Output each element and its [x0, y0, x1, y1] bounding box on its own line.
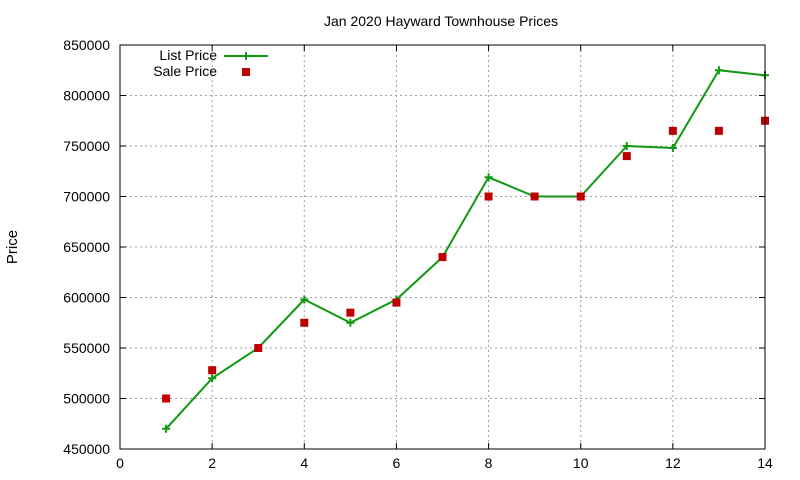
x-tick-label: 0: [116, 455, 124, 471]
list-price-point: [714, 66, 723, 75]
sale-price-point: [162, 394, 171, 403]
x-tick-label: 12: [665, 455, 681, 471]
y-tick-label: 450000: [63, 441, 110, 457]
sale-price-point: [254, 344, 263, 352]
legend: List Price Sale Price: [153, 47, 268, 79]
y-tick-label: 700000: [63, 189, 110, 205]
legend-swatch-sale-price-marker: [242, 68, 250, 76]
x-tick-label: 6: [393, 455, 401, 471]
x-tick-label: 8: [485, 455, 493, 471]
list-price-point: [622, 142, 631, 150]
sale-price-point: [484, 192, 493, 201]
list-price-point: [208, 374, 217, 383]
sale-price-point: [668, 126, 677, 135]
series-layer: [162, 66, 769, 433]
sale-price-point: [438, 253, 447, 262]
list-price-line: [165, 69, 766, 430]
sale-price-point: [392, 298, 401, 307]
list-price-point: [300, 295, 309, 304]
plot-frame: [119, 44, 766, 450]
x-tick-label: 2: [208, 455, 216, 471]
y-tick-label: 600000: [63, 290, 110, 306]
grid-layer: [120, 45, 765, 449]
list-price-point: [346, 318, 355, 327]
y-tick-label: 850000: [63, 37, 110, 53]
y-tick-label: 550000: [63, 340, 110, 356]
legend-label-list-price: List Price: [159, 47, 217, 63]
sale-price-point: [576, 192, 585, 201]
y-tick-label: 500000: [63, 391, 110, 407]
sale-price-point: [622, 152, 631, 161]
x-tick-label: 10: [573, 455, 589, 471]
sale-price-point: [530, 192, 539, 201]
sale-price-point: [714, 126, 723, 135]
legend-label-sale-price: Sale Price: [153, 63, 217, 79]
x-tick-label: 4: [300, 455, 308, 471]
y-tick-label: 750000: [63, 138, 110, 154]
sale-price-point: [300, 318, 309, 327]
y-tick-label: 650000: [63, 239, 110, 255]
list-price-point: [668, 144, 677, 153]
chart-title: Jan 2020 Hayward Townhouse Prices: [324, 13, 558, 29]
y-axis-title: Price: [4, 230, 21, 264]
sale-price-point: [346, 308, 355, 317]
tick-layer: 450000 500000 550000 600000 650000 700000 7500…: [63, 37, 773, 471]
y-tick-label: 800000: [63, 88, 110, 104]
list-price-point: [162, 424, 171, 433]
legend-swatch-list-price-marker: [242, 52, 250, 60]
sale-price-point: [208, 366, 217, 375]
list-price-point: [484, 173, 493, 182]
x-tick-label: 14: [757, 455, 773, 471]
